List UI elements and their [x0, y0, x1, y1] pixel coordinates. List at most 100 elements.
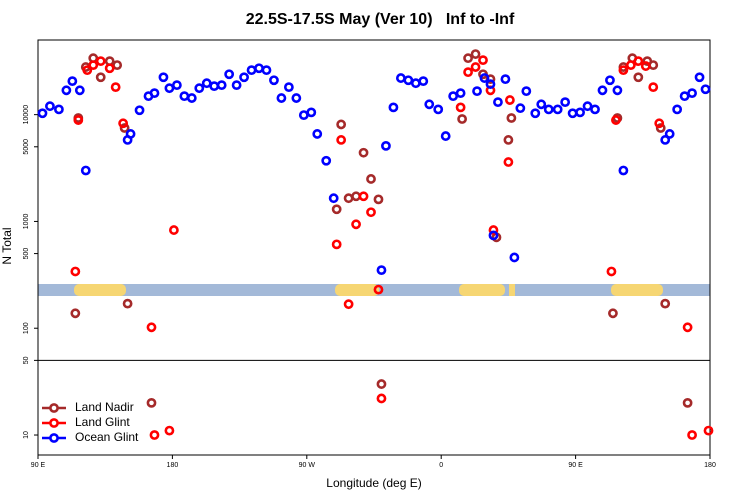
data-point [590, 104, 600, 115]
data-point [575, 107, 585, 118]
data-point [194, 83, 205, 94]
data-point [291, 93, 302, 103]
data-point [552, 104, 563, 115]
data-point [682, 322, 693, 333]
data-point [472, 86, 482, 97]
data-point [410, 78, 421, 89]
data-point [493, 97, 503, 108]
data-point [146, 397, 157, 408]
data-point [479, 73, 490, 83]
data-point [358, 191, 369, 202]
data-point [485, 79, 496, 90]
data-point [254, 63, 264, 74]
data-point [312, 129, 323, 139]
data-point [112, 60, 123, 71]
x-tick-label: 180 [167, 462, 179, 469]
data-point [597, 85, 608, 96]
data-point [336, 119, 347, 130]
data-point [530, 108, 541, 119]
data-point [164, 83, 175, 94]
data-point [216, 80, 227, 91]
x-axis-label: Longitude (deg E) [326, 476, 421, 490]
data-point [231, 80, 242, 91]
data-point [104, 63, 115, 74]
data-point [376, 393, 387, 404]
data-point [134, 105, 145, 116]
data-point [633, 56, 644, 67]
data-point [54, 104, 64, 115]
data-point [582, 101, 593, 112]
data-point [366, 174, 376, 184]
y-axis-label: N Total [0, 227, 14, 264]
land-strip [74, 284, 126, 296]
data-point [95, 56, 106, 67]
data-point [261, 65, 272, 76]
data-point [440, 131, 451, 141]
data-point [687, 88, 697, 99]
land-strip [611, 284, 663, 296]
data-point [376, 379, 387, 389]
data-point [119, 123, 130, 133]
y-tick-label: 5000 [23, 139, 30, 155]
data-point [560, 97, 571, 108]
data-point [463, 53, 473, 64]
data-point [682, 397, 693, 408]
data-point [543, 104, 554, 115]
data-point [424, 99, 435, 110]
legend-marker [49, 403, 59, 413]
data-point [283, 82, 294, 93]
data-point [418, 76, 429, 87]
data-point [239, 72, 249, 83]
data-point [118, 118, 129, 129]
data-point [455, 102, 466, 113]
data-point [343, 299, 354, 310]
data-point [448, 91, 459, 102]
x-tick-label: 90 E [31, 462, 46, 469]
data-point [506, 113, 517, 123]
y-tick-label: 10000 [23, 105, 30, 125]
legend-label: Land Glint [75, 415, 130, 429]
data-point [146, 322, 157, 333]
data-point [648, 60, 659, 71]
data-point [648, 82, 659, 93]
data-point [37, 108, 48, 119]
data-point [605, 75, 615, 86]
data-point [298, 110, 309, 121]
data-point [457, 114, 468, 124]
data-point [358, 147, 369, 158]
data-point [67, 76, 78, 87]
land-strip [335, 284, 379, 296]
data-point [679, 91, 690, 102]
data-point [612, 85, 623, 96]
legend-marker [49, 433, 59, 443]
data-point [373, 194, 384, 205]
data-point [80, 165, 91, 176]
data-point [488, 225, 499, 235]
data-point [224, 69, 235, 80]
data-point [463, 67, 473, 78]
legend-label: Land Nadir [75, 400, 134, 414]
data-point [515, 103, 526, 114]
data-point [70, 266, 81, 277]
data-point [110, 82, 121, 93]
data-point [640, 61, 651, 71]
data-point [331, 239, 342, 250]
data-point [381, 140, 391, 151]
data-point [395, 73, 406, 83]
legend-marker [49, 418, 59, 428]
data-point [70, 308, 81, 319]
data-point [606, 266, 617, 277]
data-point [74, 85, 85, 96]
data-point [625, 60, 636, 71]
data-point [351, 219, 361, 230]
data-point [703, 425, 714, 436]
data-point [504, 95, 515, 105]
data-point [488, 230, 499, 241]
data-point [608, 308, 618, 319]
data-point [351, 191, 361, 202]
data-point [321, 155, 332, 166]
data-point [336, 135, 347, 145]
data-point [633, 72, 644, 83]
data-point [618, 65, 629, 76]
